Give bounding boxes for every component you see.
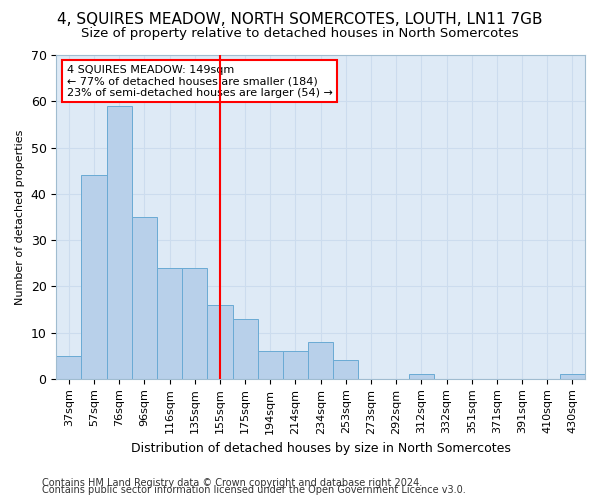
- Bar: [56, 356, 82, 379]
- Bar: [257, 351, 283, 379]
- Text: Contains public sector information licensed under the Open Government Licence v3: Contains public sector information licen…: [42, 485, 466, 495]
- Text: 4 SQUIRES MEADOW: 149sqm
← 77% of detached houses are smaller (184)
23% of semi-: 4 SQUIRES MEADOW: 149sqm ← 77% of detach…: [67, 64, 333, 98]
- Bar: [208, 305, 233, 379]
- Bar: [409, 374, 434, 379]
- Bar: [308, 342, 333, 379]
- Bar: [560, 374, 585, 379]
- Bar: [82, 176, 107, 379]
- Bar: [157, 268, 182, 379]
- Y-axis label: Number of detached properties: Number of detached properties: [15, 129, 25, 304]
- Bar: [283, 351, 308, 379]
- Text: Contains HM Land Registry data © Crown copyright and database right 2024.: Contains HM Land Registry data © Crown c…: [42, 478, 422, 488]
- Bar: [132, 217, 157, 379]
- Bar: [107, 106, 132, 379]
- Bar: [233, 318, 257, 379]
- Text: Size of property relative to detached houses in North Somercotes: Size of property relative to detached ho…: [81, 28, 519, 40]
- Bar: [182, 268, 208, 379]
- X-axis label: Distribution of detached houses by size in North Somercotes: Distribution of detached houses by size …: [131, 442, 511, 455]
- Text: 4, SQUIRES MEADOW, NORTH SOMERCOTES, LOUTH, LN11 7GB: 4, SQUIRES MEADOW, NORTH SOMERCOTES, LOU…: [57, 12, 543, 28]
- Bar: [333, 360, 358, 379]
